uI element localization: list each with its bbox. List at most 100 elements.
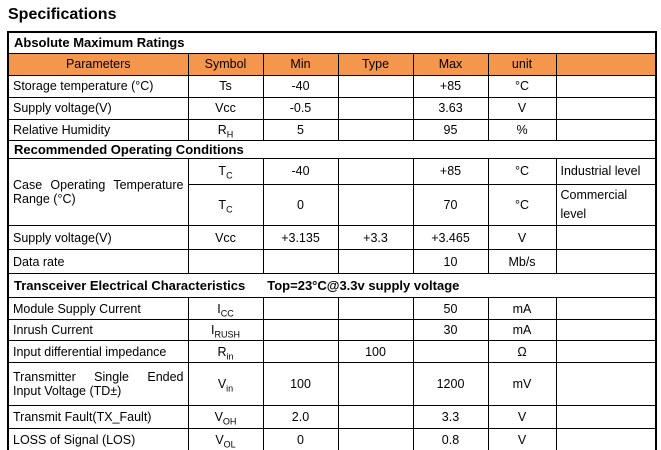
- cell-note: [555, 74, 657, 98]
- cell-min: [262, 319, 339, 342]
- cell-param: Data rate: [7, 249, 189, 275]
- cell-symbol: Vin: [187, 362, 264, 407]
- symbol-subscript: CC: [220, 308, 234, 319]
- cell-note: [555, 225, 657, 251]
- cell-note: [555, 428, 657, 450]
- table-row-supply-voltage-rec: Supply voltage(V) Vcc +3.135 +3.3 +3.465…: [7, 225, 657, 251]
- cell-note: [555, 96, 657, 120]
- page-title: Specifications: [8, 6, 117, 23]
- cell-max: +85: [412, 157, 489, 185]
- section-title-absolute-maximum-ratings: Absolute Maximum Ratings: [7, 31, 657, 54]
- table-row-loss-of-signal: LOSS of Signal (LOS) VOL 0 0.8 V: [7, 428, 657, 450]
- cell-max: [412, 340, 489, 364]
- cell-symbol: Ts: [187, 74, 264, 98]
- cell-note: [555, 405, 657, 430]
- cell-symbol: Vcc: [187, 96, 264, 120]
- section-title-transceiver-electrical-characteristics: Transceiver Electrical Characteristics To…: [7, 273, 657, 299]
- cell-param: Supply voltage(V): [7, 225, 189, 251]
- cell-type: +3.3: [337, 225, 414, 251]
- cell-param: Transmit Fault(TX_Fault): [7, 405, 189, 430]
- cell-param: Supply voltage(V): [7, 96, 189, 120]
- cell-max: +3.465: [412, 225, 489, 251]
- cell-type: [337, 157, 414, 185]
- cell-param: LOSS of Signal (LOS): [7, 428, 189, 450]
- cell-max: 70: [412, 183, 489, 227]
- cell-note: [555, 297, 657, 321]
- cell-unit: V: [487, 428, 557, 450]
- cell-type: [337, 405, 414, 430]
- section-subtitle-text: Top=23°C@3.3v supply voltage: [267, 278, 460, 294]
- cell-symbol: IRUSH: [187, 319, 264, 342]
- cell-param: Relative Humidity: [7, 118, 189, 141]
- cell-min: -0.5: [262, 96, 339, 120]
- table-row-storage-temperature: Storage temperature (°C) Ts -40 +85 °C: [7, 74, 657, 98]
- symbol-text: R: [217, 344, 227, 359]
- section-header-row: Recommended Operating Conditions: [7, 139, 657, 159]
- cell-note: [555, 340, 657, 364]
- table-row-inrush-current: Inrush Current IRUSH 30 mA: [7, 319, 657, 342]
- cell-unit: °C: [487, 157, 557, 185]
- cell-type: 100: [337, 340, 414, 364]
- symbol-text: Ts: [219, 79, 232, 93]
- table-row-input-differential-impedance: Input differential impedance Rin 100 Ω: [7, 340, 657, 364]
- cell-max: 3.3: [412, 405, 489, 430]
- column-header-parameters: Parameters: [7, 52, 189, 76]
- cell-min: 0: [262, 183, 339, 227]
- cell-unit: V: [487, 225, 557, 251]
- symbol-subscript: RUSH: [214, 329, 240, 340]
- cell-symbol: RH: [187, 118, 264, 141]
- cell-symbol: Rin: [187, 340, 264, 364]
- cell-symbol: TC: [187, 157, 264, 185]
- section-title-text: Transceiver Electrical Characteristics: [14, 278, 246, 294]
- cell-type: [337, 183, 414, 227]
- table-row-data-rate: Data rate 10 Mb/s: [7, 249, 657, 275]
- cell-min: [262, 249, 339, 275]
- cell-type: [337, 362, 414, 407]
- cell-symbol: VOH: [187, 405, 264, 430]
- cell-unit: %: [487, 118, 557, 141]
- symbol-subscript: in: [226, 383, 234, 394]
- cell-type: [337, 74, 414, 98]
- symbol-text: Vcc: [215, 101, 236, 115]
- cell-type: [337, 297, 414, 321]
- cell-max: 1200: [412, 362, 489, 407]
- cell-max: 3.63: [412, 96, 489, 120]
- cell-symbol: Vcc: [187, 225, 264, 251]
- cell-min: -40: [262, 157, 339, 185]
- cell-unit: °C: [487, 74, 557, 98]
- cell-min: 2.0: [262, 405, 339, 430]
- cell-max: 30: [412, 319, 489, 342]
- symbol-subscript: in: [226, 351, 234, 362]
- cell-symbol: ICC: [187, 297, 264, 321]
- cell-type: [337, 428, 414, 450]
- cell-min: [262, 340, 339, 364]
- symbol-text: V: [217, 377, 227, 392]
- section-header-row: Absolute Maximum Ratings: [7, 31, 657, 54]
- cell-max: 0.8: [412, 428, 489, 450]
- table-row-transmitter-single-ended-input-voltage: Transmitter Single Ended Input Voltage (…: [7, 362, 657, 407]
- cell-param-merged: Case Operating Temperature Range (°C): [7, 157, 189, 227]
- cell-type: [337, 118, 414, 141]
- cell-min: [262, 297, 339, 321]
- cell-min: -40: [262, 74, 339, 98]
- symbol-subscript: OL: [223, 439, 236, 449]
- symbol-text: Vcc: [215, 230, 236, 245]
- specifications-table: Absolute Maximum Ratings Parameters Symb…: [7, 31, 658, 450]
- cell-note: [555, 118, 657, 141]
- symbol-subscript: OH: [222, 416, 237, 427]
- column-header-type: Type: [337, 52, 414, 76]
- symbol-subscript: H: [226, 129, 234, 139]
- cell-min: 0: [262, 428, 339, 450]
- column-header-symbol: Symbol: [187, 52, 264, 76]
- cell-note: [555, 362, 657, 407]
- cell-unit: mA: [487, 319, 557, 342]
- table-row-transmit-fault: Transmit Fault(TX_Fault) VOH 2.0 3.3 V: [7, 405, 657, 430]
- section-title-recommended-operating-conditions: Recommended Operating Conditions: [7, 139, 657, 159]
- table-row-relative-humidity: Relative Humidity RH 5 95 %: [7, 118, 657, 141]
- cell-param: Inrush Current: [7, 319, 189, 342]
- cell-type: [337, 319, 414, 342]
- cell-symbol: TC: [187, 183, 264, 227]
- cell-param: Input differential impedance: [7, 340, 189, 364]
- symbol-text: V: [215, 432, 224, 447]
- cell-note: [555, 249, 657, 275]
